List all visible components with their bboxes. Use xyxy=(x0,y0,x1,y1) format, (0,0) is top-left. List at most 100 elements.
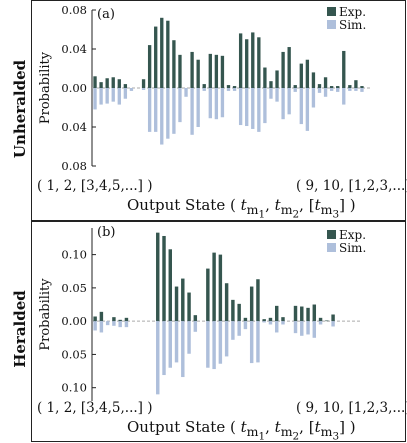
sim-bar-a-31 xyxy=(281,88,285,120)
sim-bar-a-40 xyxy=(336,88,340,92)
exp-bar-b-30 xyxy=(281,317,285,322)
exp-bar-a-21 xyxy=(220,55,225,88)
sim-bar-b-32 xyxy=(293,321,298,334)
y-tick-label-a-0: 0.08 xyxy=(61,3,87,17)
sim-bar-b-18 xyxy=(206,321,210,368)
sim-bar-a-16 xyxy=(190,88,194,135)
exp-bar-a-24 xyxy=(238,33,243,88)
sim-bar-b-13 xyxy=(174,321,179,363)
sim-bar-a-33 xyxy=(293,88,297,92)
sim-bar-b-3 xyxy=(112,321,116,326)
exp-bar-a-43 xyxy=(354,80,358,88)
sim-bar-a-20 xyxy=(214,88,219,120)
exp-bar-b-27 xyxy=(262,319,266,322)
exp-bar-a-16 xyxy=(190,51,194,88)
last-state-label-a: ( 9, 10, [1,2,3,...] ) xyxy=(296,178,407,194)
exp-bar-a-38 xyxy=(323,77,328,88)
sim-bar-a-38 xyxy=(323,88,328,97)
sim-bar-b-38 xyxy=(331,321,335,327)
sim-bar-a-8 xyxy=(141,88,146,90)
sim-bar-a-32 xyxy=(287,88,291,115)
exp-bar-a-0 xyxy=(93,76,97,88)
sim-bar-a-1 xyxy=(99,88,103,105)
exp-bar-a-22 xyxy=(226,85,231,88)
y-tick-label-b-2: 0.00 xyxy=(61,314,87,328)
exp-bar-b-1 xyxy=(99,311,104,322)
y-tick-label-b-1: 0.05 xyxy=(61,281,87,295)
sim-bar-a-37 xyxy=(317,88,322,93)
sim-bar-b-16 xyxy=(193,321,198,332)
exp-bar-a-33 xyxy=(293,85,297,88)
exp-bar-a-13 xyxy=(172,40,176,88)
y-tick-label-a-1: 0.04 xyxy=(61,42,87,56)
exp-bar-b-11 xyxy=(162,235,166,322)
sim-bar-b-23 xyxy=(237,321,241,336)
exp-bar-a-26 xyxy=(251,32,255,88)
sim-bar-b-33 xyxy=(300,321,304,336)
sim-bar-a-19 xyxy=(208,88,212,119)
exp-bar-a-11 xyxy=(160,17,164,88)
exp-bar-b-4 xyxy=(118,319,122,322)
exp-bar-a-32 xyxy=(287,47,291,88)
exp-bar-a-36 xyxy=(311,72,316,88)
exp-bar-a-10 xyxy=(154,26,158,88)
sim-bar-a-14 xyxy=(178,88,182,123)
panel-letter-a: (a) xyxy=(97,7,115,22)
exp-bar-b-20 xyxy=(218,254,223,322)
sim-bar-b-36 xyxy=(318,321,323,325)
exp-bar-b-21 xyxy=(224,283,229,322)
sim-bar-a-41 xyxy=(342,88,346,105)
exp-bar-b-36 xyxy=(318,317,323,322)
sim-bar-b-27 xyxy=(262,321,266,323)
legend-exp-swatch-b xyxy=(327,230,336,239)
exp-bar-b-32 xyxy=(293,305,298,322)
sim-bar-a-36 xyxy=(311,88,316,108)
exp-bar-a-40 xyxy=(336,86,340,88)
exp-bar-a-23 xyxy=(232,86,237,88)
exp-bar-a-17 xyxy=(196,59,200,88)
exp-bar-a-5 xyxy=(123,84,128,88)
exp-bar-a-1 xyxy=(99,82,103,88)
exp-bar-a-2 xyxy=(105,78,109,88)
sim-bar-b-20 xyxy=(218,321,223,364)
sim-bar-a-44 xyxy=(360,88,364,92)
exp-bar-a-18 xyxy=(202,84,206,88)
sim-bar-a-28 xyxy=(263,88,267,124)
sim-bar-a-4 xyxy=(117,88,121,105)
exp-bar-a-37 xyxy=(317,84,322,88)
exp-bar-b-28 xyxy=(268,317,273,322)
sim-bar-a-5 xyxy=(123,88,128,99)
sim-bar-a-13 xyxy=(172,88,176,134)
sim-bar-b-30 xyxy=(281,321,285,325)
sim-bar-b-11 xyxy=(162,321,166,376)
y-tick-label-a-3: 0.04 xyxy=(61,120,87,134)
exp-bar-a-30 xyxy=(275,70,279,88)
exp-bar-b-12 xyxy=(168,249,172,322)
y-tick-label-a-4: 0.08 xyxy=(61,159,87,173)
sim-bar-a-18 xyxy=(202,88,206,91)
sim-bar-b-14 xyxy=(181,321,185,378)
exp-bar-a-19 xyxy=(208,53,212,88)
sim-bar-b-34 xyxy=(306,321,310,335)
exp-bar-b-13 xyxy=(174,286,179,322)
last-state-label-b: ( 9, 10, [1,2,3,...] ) xyxy=(296,400,407,416)
y-tick-label-b-3: 0.05 xyxy=(61,347,87,361)
sim-bar-a-42 xyxy=(348,88,352,91)
exp-bar-b-19 xyxy=(212,252,216,322)
exp-bar-a-34 xyxy=(299,63,303,88)
chart-panel-a: 0.08 0.04 0.00 0.04 0.08 Probability (a) Exp.Si… xyxy=(38,3,371,173)
exp-bar-a-42 xyxy=(348,85,352,88)
exp-bar-b-10 xyxy=(156,232,160,322)
exp-bar-b-15 xyxy=(187,292,191,322)
exp-bar-b-25 xyxy=(249,286,254,322)
sim-bar-a-29 xyxy=(269,88,273,99)
sim-bar-a-0 xyxy=(93,88,97,110)
sim-bar-a-22 xyxy=(226,88,231,91)
sim-bar-a-11 xyxy=(160,88,164,145)
exp-bar-b-14 xyxy=(181,278,185,322)
sim-bar-a-2 xyxy=(105,88,109,104)
sim-bar-b-21 xyxy=(224,321,229,357)
sim-bar-b-22 xyxy=(231,321,235,340)
exp-bar-b-3 xyxy=(112,317,116,322)
y-tick-label-b-0: 0.10 xyxy=(61,248,87,262)
